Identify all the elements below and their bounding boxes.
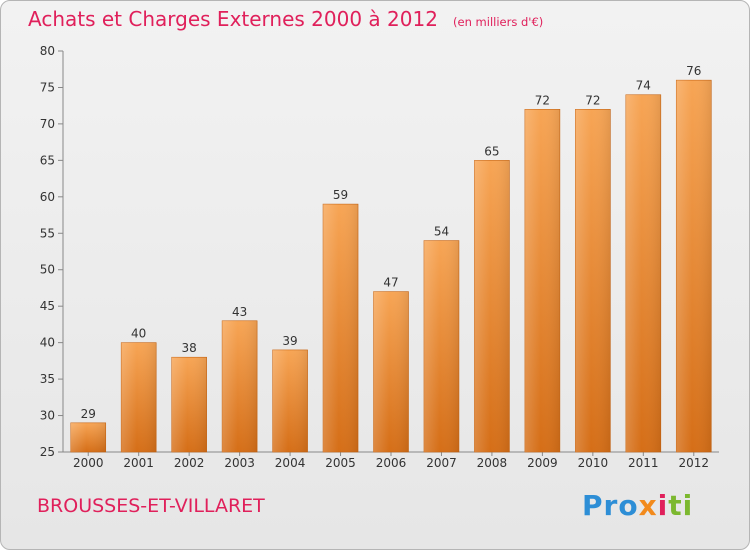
bar-value-label: 29 <box>81 407 96 421</box>
bar-shine <box>70 422 106 452</box>
bar-shine <box>323 204 359 452</box>
y-tick-label: 60 <box>40 190 55 204</box>
bar-shine <box>524 109 560 452</box>
bar-value-label: 72 <box>585 93 600 107</box>
bar-value-label: 40 <box>131 327 146 341</box>
bar-value-label: 47 <box>383 276 398 290</box>
x-tick-label: 2008 <box>477 456 508 470</box>
bar-shine <box>373 291 409 452</box>
proxiti-logo[interactable]: Proxiti <box>582 489 694 522</box>
chart-unit: (en milliers d'€) <box>453 15 544 29</box>
y-tick-label: 25 <box>40 445 55 459</box>
y-tick-label: 55 <box>40 226 55 240</box>
y-tick-label: 40 <box>40 336 55 350</box>
y-tick-label: 75 <box>40 80 55 94</box>
bar-shine <box>272 349 308 452</box>
bar-shine <box>676 80 712 452</box>
bar-value-label: 72 <box>535 93 550 107</box>
y-tick-label: 35 <box>40 372 55 386</box>
x-tick-label: 2012 <box>678 456 709 470</box>
y-tick-label: 30 <box>40 409 55 423</box>
bar-value-label: 43 <box>232 305 247 319</box>
chart-title: Achats et Charges Externes 2000 à 2012 <box>28 7 438 31</box>
x-tick-label: 2003 <box>224 456 255 470</box>
y-tick-label: 80 <box>40 44 55 58</box>
y-tick-label: 45 <box>40 299 55 313</box>
x-tick-label: 2011 <box>628 456 659 470</box>
x-tick-label: 2009 <box>527 456 558 470</box>
bar-value-label: 59 <box>333 188 348 202</box>
x-tick-label: 2002 <box>174 456 205 470</box>
x-tick-label: 2004 <box>275 456 306 470</box>
bar-shine <box>222 320 258 452</box>
bar-shine <box>474 160 510 452</box>
y-tick-label: 65 <box>40 153 55 167</box>
bar-value-label: 39 <box>282 334 297 348</box>
bar-value-label: 38 <box>182 341 197 355</box>
y-tick-label: 70 <box>40 117 55 131</box>
chart-header: Achats et Charges Externes 2000 à 2012 (… <box>28 7 543 31</box>
x-tick-label: 2001 <box>123 456 154 470</box>
x-tick-label: 2006 <box>376 456 407 470</box>
y-tick-label: 50 <box>40 263 55 277</box>
x-tick-label: 2000 <box>73 456 104 470</box>
bar-shine <box>121 342 157 452</box>
bar-value-label: 65 <box>484 144 499 158</box>
bar-value-label: 54 <box>434 225 449 239</box>
bar-shine <box>171 357 207 452</box>
bar-shine <box>423 240 459 452</box>
bar-shine <box>575 109 611 452</box>
bar-value-label: 76 <box>686 64 701 78</box>
x-tick-label: 2007 <box>426 456 457 470</box>
x-tick-label: 2005 <box>325 456 356 470</box>
bar-value-label: 74 <box>636 79 651 93</box>
city-name: BROUSSES-ET-VILLARET <box>37 495 265 517</box>
bar-shine <box>625 94 661 452</box>
x-tick-label: 2010 <box>578 456 609 470</box>
